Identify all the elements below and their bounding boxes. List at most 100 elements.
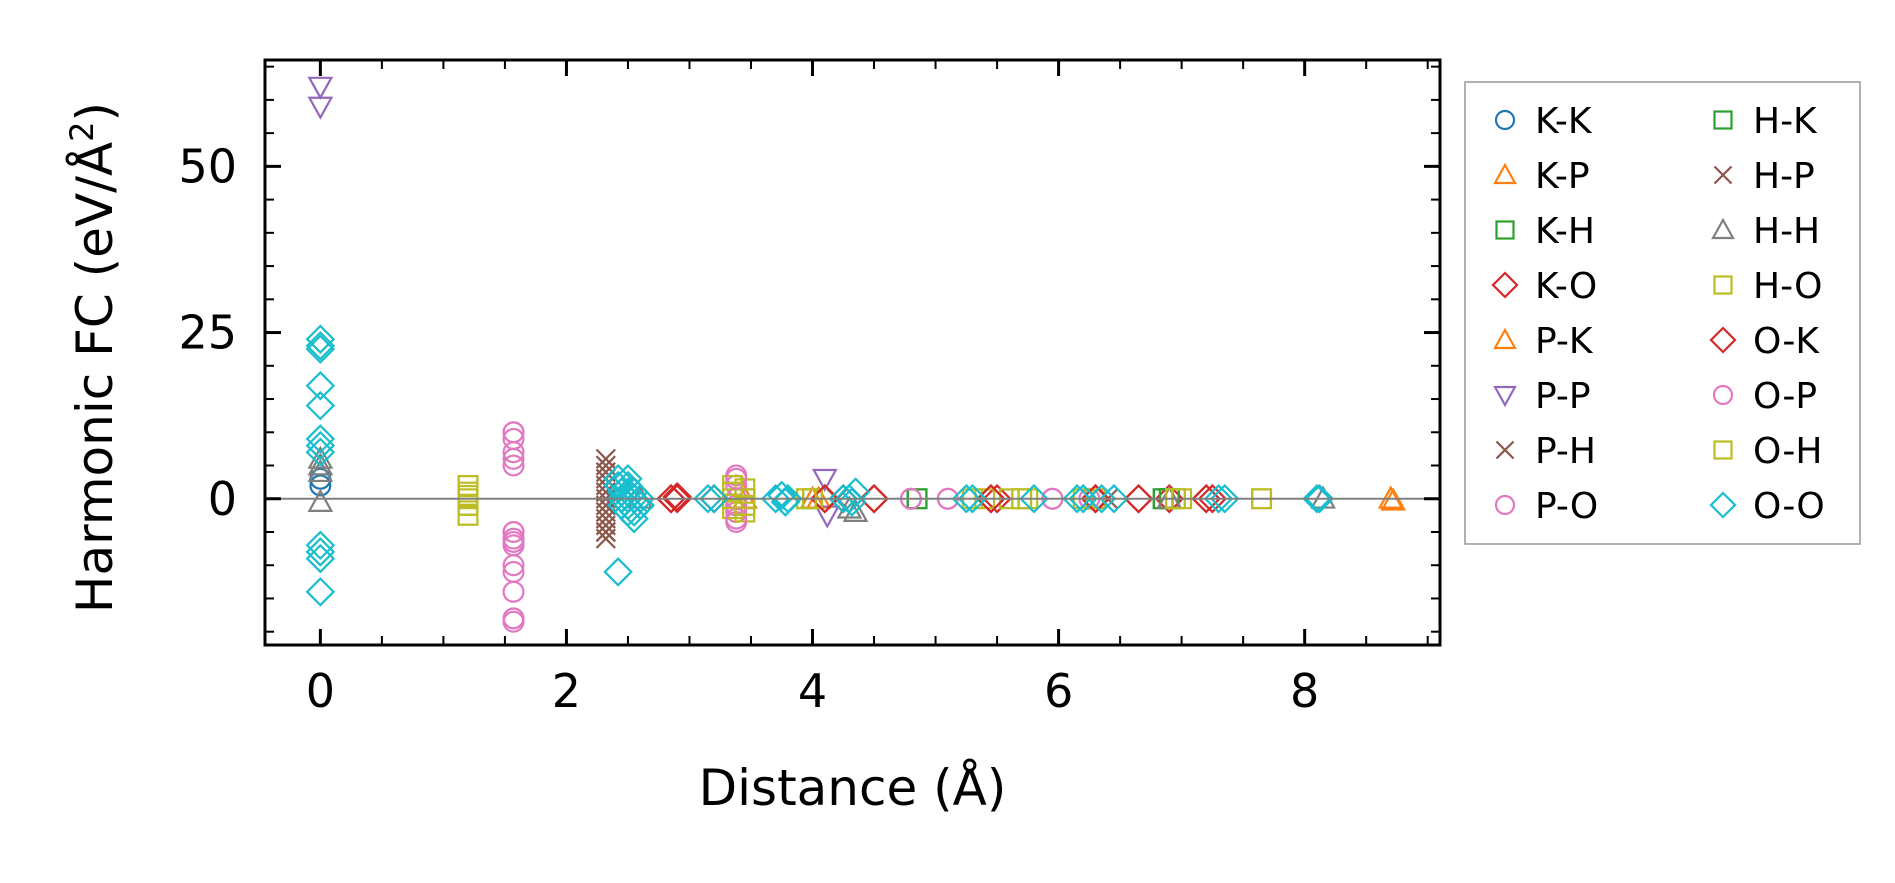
legend-label: K-O [1535,266,1597,307]
data-point [307,488,334,512]
y-axis-label-superscript: 2 [63,121,101,141]
legend: K-K K-P K-H K-O P-K P-P P-H P-O H-K H-P H-H H-O O-K O… [1464,81,1861,545]
data-point [309,474,332,497]
data-point [307,452,334,476]
data-point [305,530,336,561]
data-point [305,390,336,421]
data-point [951,483,982,514]
legend-item: P-K [1493,321,1594,362]
legend-label: P-H [1535,431,1596,472]
legend-marker [1493,327,1517,350]
data-point [502,421,525,444]
series-p-k [731,485,1404,509]
data-point [722,481,743,503]
data-point [725,467,748,490]
legend-item: K-O [1491,266,1597,307]
data-point [625,490,656,521]
legend-marker [1713,110,1733,130]
data-point [305,331,336,361]
legend-item: P-P [1493,376,1591,417]
legend-label: P-K [1535,321,1594,362]
data-point [305,424,336,454]
y-axis-label-end: ) [66,102,124,122]
data-point [1203,483,1234,514]
plot-frame [263,58,1442,647]
data-point [1209,483,1240,514]
data-point [307,458,334,483]
legend-label: O-O [1753,486,1825,527]
data-point [662,483,692,514]
data-point [837,487,867,517]
data-point [305,430,336,461]
data-point [307,445,334,469]
data-point [305,577,336,607]
data-point [305,537,336,567]
data-point [766,480,797,511]
y-tick-label: 50 [178,139,237,193]
legend-item: K-K [1494,101,1593,142]
x-tick-label: 0 [306,664,335,718]
data-point [457,494,479,516]
legend-marker [1495,220,1515,240]
legend-marker [1709,491,1737,519]
legend-item: K-P [1493,156,1590,197]
legend-label: O-P [1753,376,1817,417]
legend-label: H-O [1753,266,1822,307]
data-point [502,530,525,553]
data-point [625,483,656,514]
data-point [595,521,616,543]
series-o-o [305,324,1335,607]
legend-item: O-O [1709,486,1825,527]
data-point [828,483,859,514]
legend-marker [1493,385,1517,408]
legend-marker [1494,109,1516,131]
legend-label: K-P [1535,156,1590,197]
data-point [305,543,336,574]
data-point [603,557,633,587]
series-p-o [502,421,1101,633]
data-point [982,483,1012,514]
legend-label: H-H [1753,211,1820,252]
legend-label: O-H [1753,431,1822,472]
data-point [957,483,988,514]
data-point [1086,483,1117,514]
x-axis-ticks: 0 2 4 6 8 [306,60,1429,718]
legend-marker [1495,440,1515,460]
legend-item: P-O [1494,486,1598,527]
data-point [457,481,479,503]
x-tick-label: 8 [1290,664,1319,718]
data-point [502,447,525,470]
data-point [307,76,334,100]
data-point [1062,483,1092,514]
legend-marker [1494,494,1516,516]
data-point [693,483,723,514]
data-point [770,487,801,517]
legend-marker [1713,440,1733,460]
legend-item: H-P [1713,156,1815,197]
data-point [619,497,649,527]
data-point [1377,485,1404,509]
legend-marker [1711,217,1735,240]
legend-marker [1713,275,1733,295]
data-point [814,505,841,529]
legend-item: O-H [1713,431,1822,472]
y-axis-label-main: Harmonic FC (eV/Å [66,142,124,613]
x-tick-label: 4 [798,664,827,718]
legend-label: H-K [1753,101,1818,142]
y-axis-ticks: 0 25 50 [178,65,1440,633]
legend-marker [1709,326,1737,354]
data-point [811,468,838,493]
legend-marker [1713,165,1733,185]
legend-item: H-O [1713,266,1822,307]
data-point [305,370,336,401]
data-point [502,554,525,577]
data-point [1304,483,1335,514]
x-axis-label: Distance (Å) [699,759,1007,817]
data-point [502,607,525,630]
data-point [307,96,334,120]
data-point [1123,483,1154,514]
data-point [305,324,336,354]
legend-marker [1493,162,1517,185]
data-point [502,454,525,477]
